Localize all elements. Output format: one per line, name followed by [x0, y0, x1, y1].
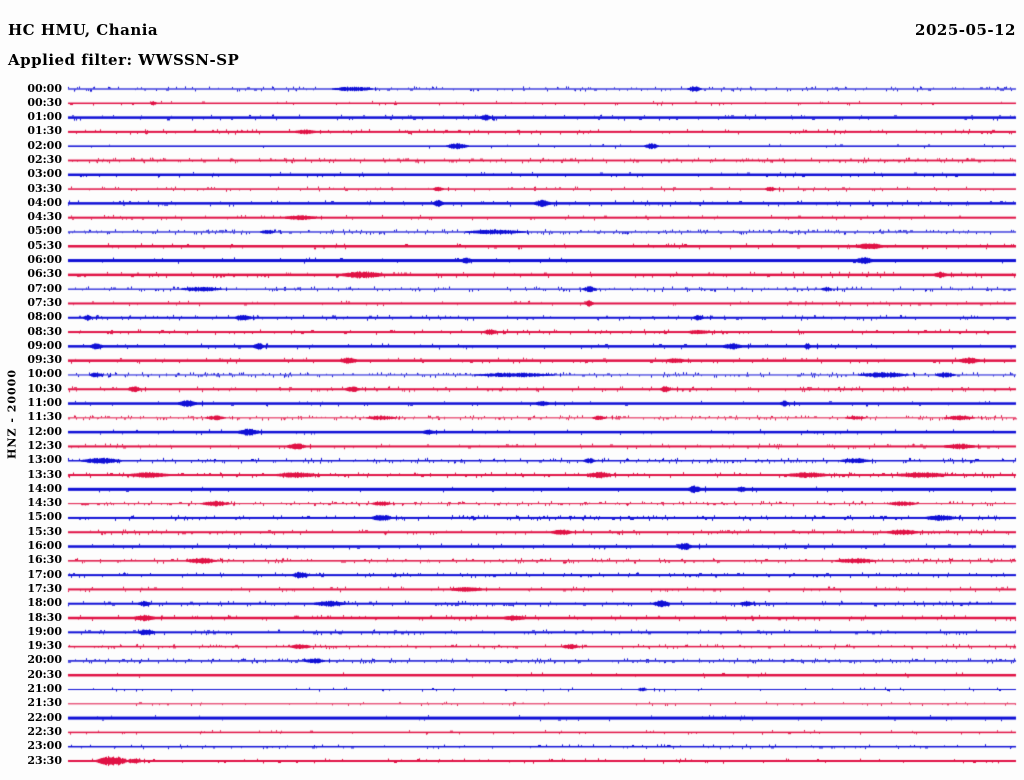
time-label: 12:30 — [27, 438, 62, 452]
time-label: 20:00 — [27, 653, 62, 667]
time-label: 00:00 — [27, 81, 62, 95]
time-label: 05:00 — [27, 224, 62, 238]
time-label: 17:00 — [27, 567, 62, 581]
time-label: 20:30 — [27, 667, 62, 681]
time-label: 21:30 — [27, 696, 62, 710]
time-label: 09:00 — [27, 338, 62, 352]
time-label: 23:30 — [27, 753, 62, 767]
time-label: 18:00 — [27, 596, 62, 610]
time-label: 10:30 — [27, 381, 62, 395]
time-label: 14:30 — [27, 496, 62, 510]
time-label: 06:30 — [27, 267, 62, 281]
time-label: 11:30 — [27, 410, 62, 424]
time-label: 04:00 — [27, 195, 62, 209]
time-label: 17:30 — [27, 581, 62, 595]
time-label: 08:30 — [27, 324, 62, 338]
time-label: 03:30 — [27, 181, 62, 195]
time-label: 07:30 — [27, 295, 62, 309]
time-label: 19:00 — [27, 624, 62, 638]
time-label: 01:30 — [27, 124, 62, 138]
time-label: 07:00 — [27, 281, 62, 295]
time-label: 06:00 — [27, 253, 62, 267]
time-label: 23:00 — [27, 739, 62, 753]
time-label: 10:00 — [27, 367, 62, 381]
time-label: 22:00 — [27, 710, 62, 724]
time-label: 21:00 — [27, 682, 62, 695]
time-label: 16:00 — [27, 539, 62, 553]
time-label: 11:00 — [27, 396, 62, 410]
time-label: 13:30 — [27, 467, 62, 481]
time-label: 18:30 — [27, 610, 62, 624]
time-label: 09:30 — [27, 353, 62, 367]
time-label: 04:30 — [27, 210, 62, 224]
time-label: 16:30 — [27, 553, 62, 567]
time-label: 14:00 — [27, 481, 62, 495]
time-label: 19:30 — [27, 639, 62, 653]
time-label: 00:30 — [27, 95, 62, 109]
time-label: 05:30 — [27, 238, 62, 252]
time-label: 22:30 — [27, 724, 62, 738]
time-label: 03:00 — [27, 167, 62, 181]
time-label: 12:00 — [27, 424, 62, 438]
time-label: 08:00 — [27, 310, 62, 324]
time-label: 02:30 — [27, 152, 62, 166]
time-label: 02:00 — [27, 138, 62, 152]
time-label: 15:30 — [27, 524, 62, 538]
time-label: 01:00 — [27, 110, 62, 124]
time-label: 13:00 — [27, 453, 62, 467]
time-label: 15:00 — [27, 510, 62, 524]
